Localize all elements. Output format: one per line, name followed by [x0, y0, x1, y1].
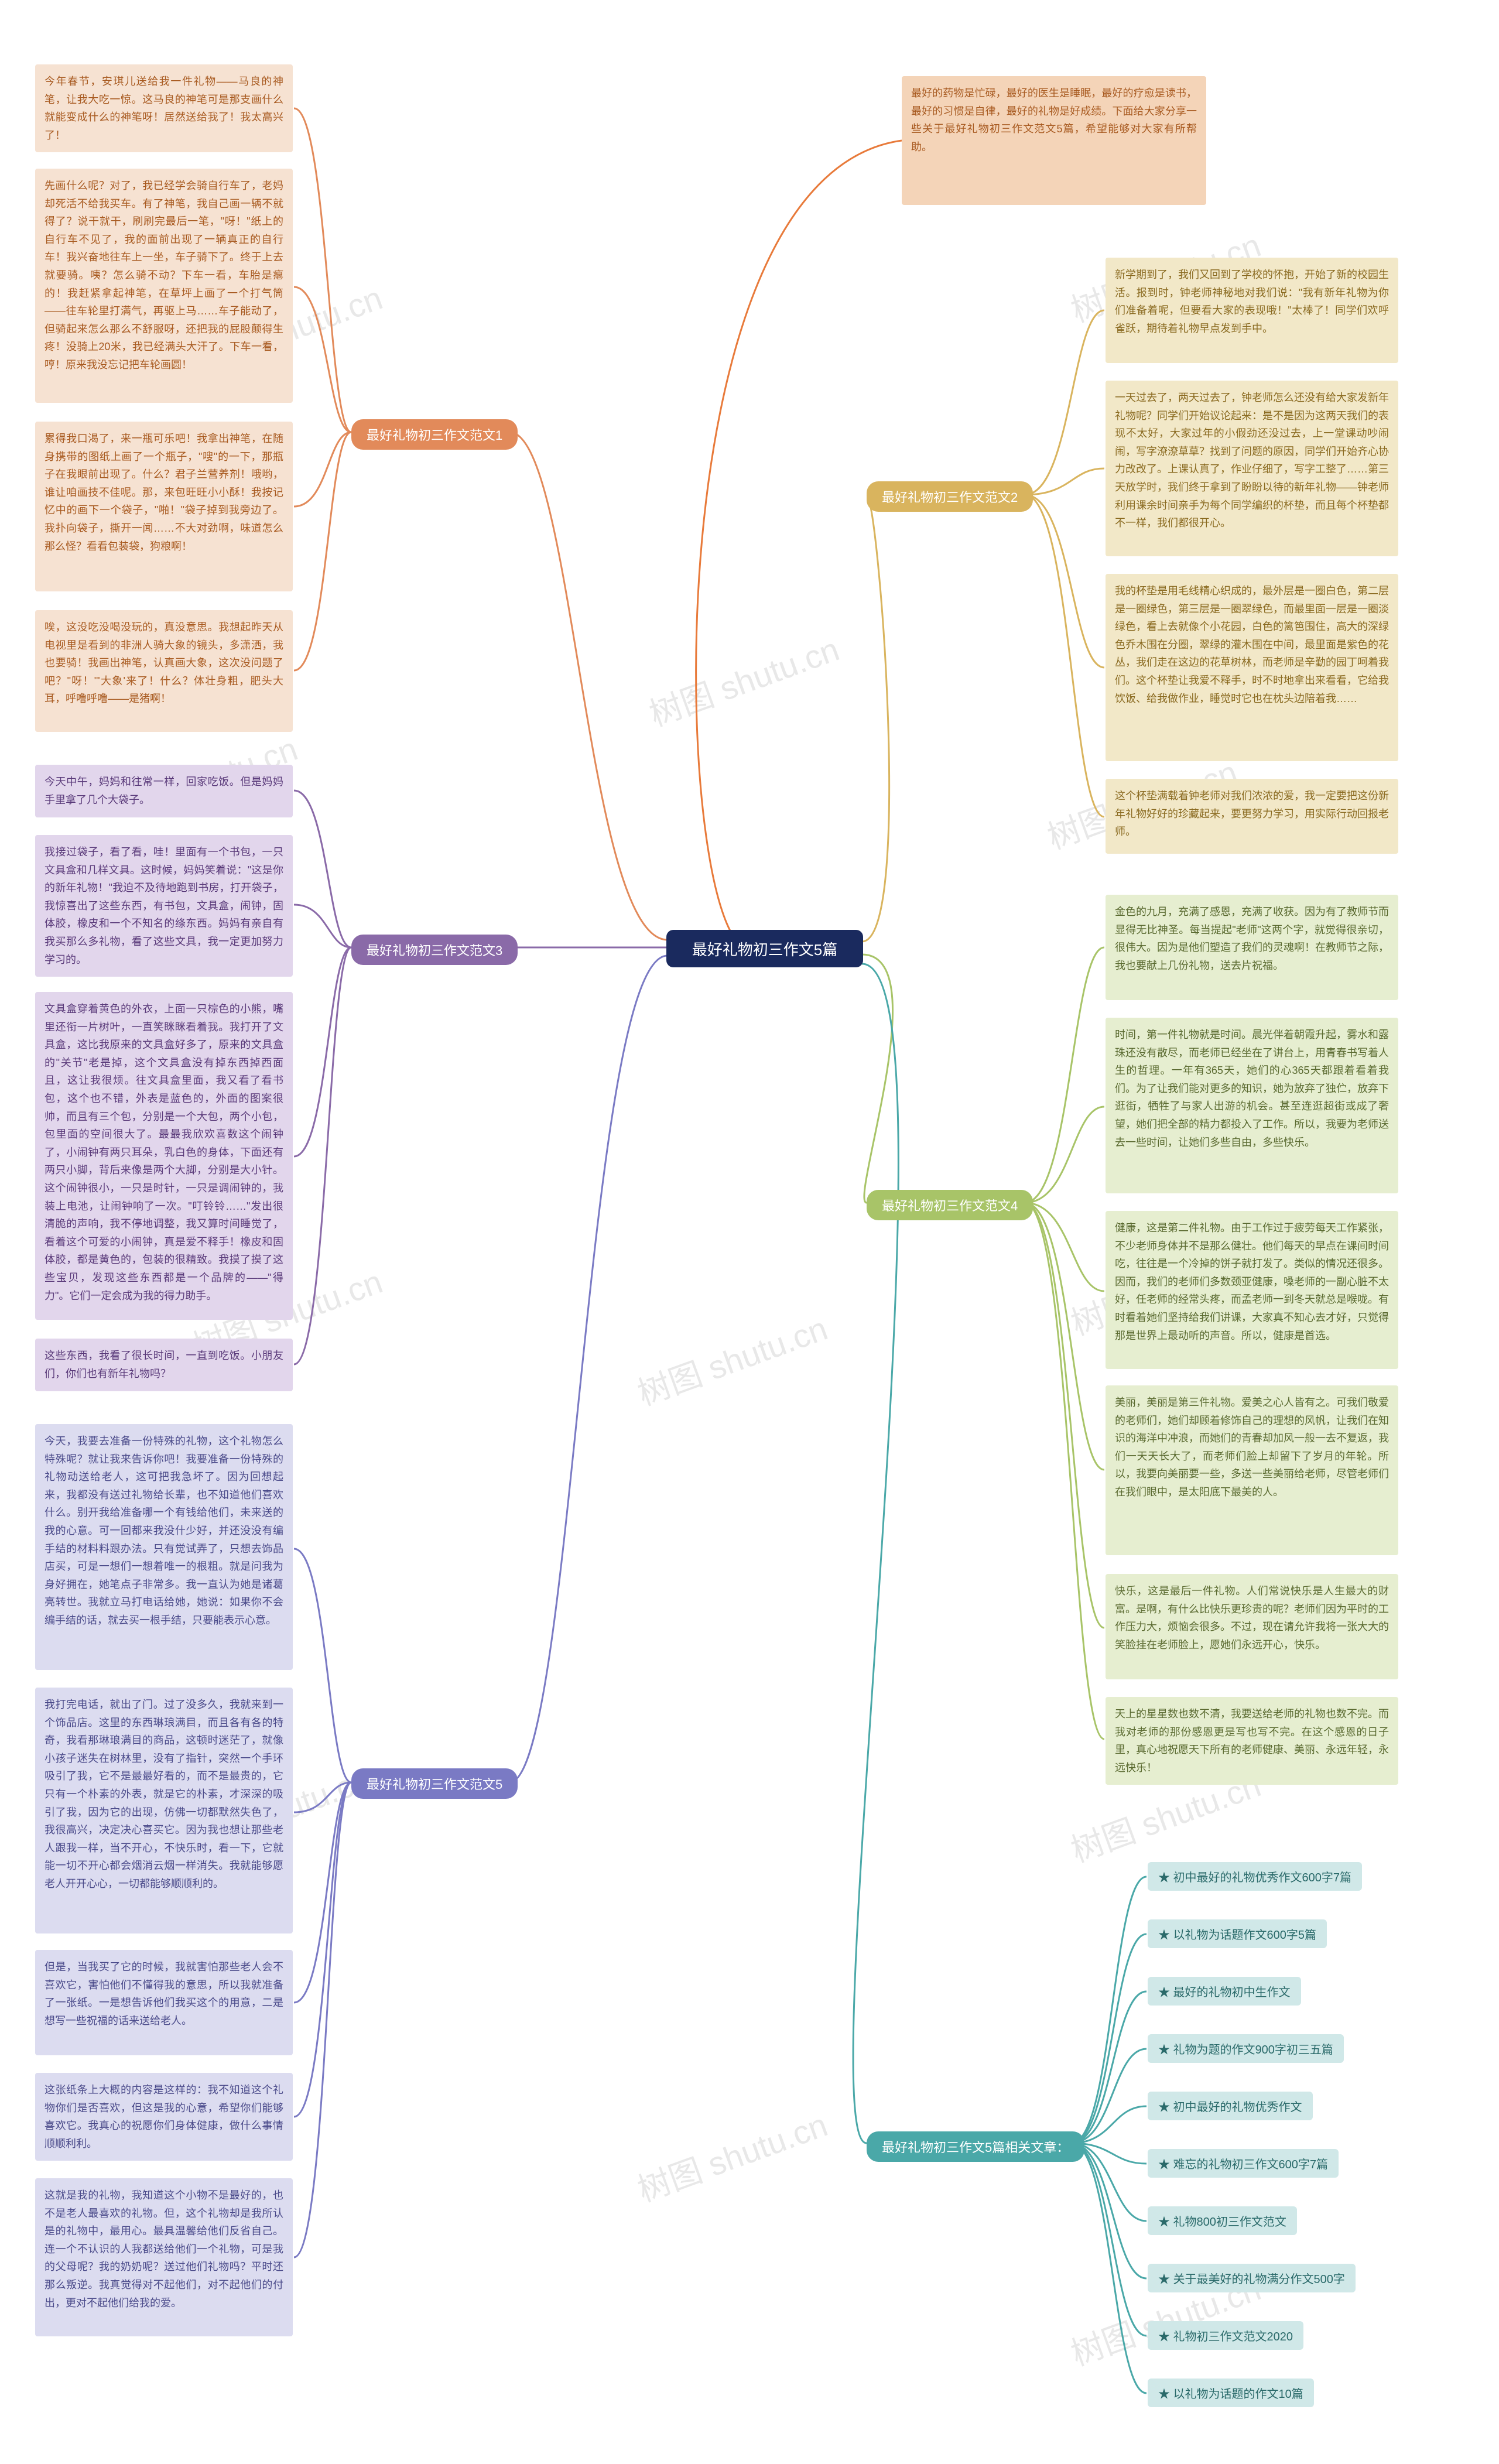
content-box: 累得我口渴了，来一瓶可乐吧！我拿出神笔，在随身携带的图纸上画了一个瓶子，"嗖"的… — [35, 422, 293, 591]
branch-label-b2: 最好礼物初三作文范文2 — [867, 481, 1033, 512]
center-title: 最好礼物初三作文5篇 — [692, 938, 837, 960]
connector — [1025, 1203, 1104, 1628]
content-box: 一天过去了，两天过去了，钟老师怎么还没有给大家发新年礼物呢？同学们开始议论起来：… — [1106, 381, 1398, 556]
content-box: 这就是我的礼物，我知道这个小物不是最好的，也不是老人最喜欢的礼物。但，这个礼物却… — [35, 2178, 293, 2336]
watermark: 树图 shutu.cn — [630, 1302, 833, 1415]
related-link[interactable]: ★ 以礼物为话题的作文10篇 — [1148, 2379, 1314, 2407]
connector — [1025, 1203, 1104, 1470]
content-box: 这张纸条上大概的内容是这样的：我不知道这个礼物你们是否喜欢，但这是我的心意，希望… — [35, 2073, 293, 2161]
related-link[interactable]: ★ 礼物为题的作文900字初三五篇 — [1148, 2034, 1344, 2063]
content-box: 天上的星星数也数不清，我要送给老师的礼物也数不完。而我对老师的那份感恩更是写也写… — [1106, 1697, 1398, 1785]
content-box: 我打完电话，就出了门。过了没多久，我就来到一个饰品店。这里的东西琳琅满目，而且各… — [35, 1688, 293, 1933]
content-box: 金色的九月，充满了感恩，充满了收获。因为有了教师节而显得无比神圣。每当提起"老师… — [1106, 895, 1398, 1000]
connector — [1072, 2049, 1147, 2143]
connector — [1025, 1203, 1104, 1291]
connector — [294, 790, 351, 947]
connector — [1072, 1877, 1147, 2143]
connector — [1025, 468, 1104, 495]
content-box: 最好的药物是忙碌，最好的医生是睡眠，最好的疗愈是读书，最好的习惯是自律，最好的礼… — [902, 76, 1206, 205]
related-link[interactable]: ★ 初中最好的礼物优秀作文 — [1148, 2092, 1313, 2120]
content-box: 快乐，这是最后一件礼物。人们常说快乐是人生最大的财富。是啊，有什么比快乐更珍贵的… — [1106, 1574, 1398, 1679]
related-link[interactable]: ★ 礼物800初三作文范文 — [1148, 2206, 1297, 2235]
connector — [294, 1782, 351, 2117]
connector — [1025, 495, 1104, 817]
connector — [509, 432, 668, 940]
branch-label-b3: 最好礼物初三作文范文3 — [351, 935, 518, 965]
connector — [294, 108, 351, 432]
connector — [1025, 495, 1104, 668]
connector — [294, 1549, 351, 1782]
branch-label-related: 最好礼物初三作文5篇相关文章： — [867, 2131, 1084, 2162]
content-box: 今天，我要去准备一份特殊的礼物，这个礼物怎么特殊呢？就让我来告诉你吧！我要准备一… — [35, 1424, 293, 1670]
connector — [294, 947, 351, 1364]
connector — [1072, 2143, 1147, 2336]
content-box: 这些东西，我看了很长时间，一直到吃饭。小朋友们，你们也有新年礼物吗？ — [35, 1339, 293, 1391]
connector — [1025, 310, 1104, 495]
branch-label-b1: 最好礼物初三作文范文1 — [351, 419, 518, 450]
connector — [1025, 947, 1104, 1203]
watermark: 树图 shutu.cn — [630, 2099, 833, 2211]
content-box: 我的杯垫是用毛线精心织成的，最外层是一圈白色，第二层是一圈绿色，第三层是一圈翠绿… — [1106, 574, 1398, 761]
connector — [862, 495, 889, 942]
connector — [294, 947, 351, 1156]
content-box: 这个杯垫满载着钟老师对我们浓浓的爱，我一定要把这份新年礼物好好的珍藏起来，要更努… — [1106, 779, 1398, 854]
connector — [294, 432, 351, 507]
connector — [294, 1782, 351, 1812]
watermark: 树图 shutu.cn — [642, 623, 845, 735]
content-box: 健康，这是第二件礼物。由于工作过于疲劳每天工作紧张，不少老师身体并不是那么健壮。… — [1106, 1211, 1398, 1369]
content-box: 我接过袋子，看了看，哇！里面有一个书包，一只文具盒和几样文具。这时候，妈妈笑着说… — [35, 835, 293, 977]
connector — [509, 956, 668, 1782]
connector — [1072, 1934, 1147, 2143]
branch-label-b4: 最好礼物初三作文范文4 — [867, 1190, 1033, 1220]
related-link[interactable]: ★ 礼物初三作文范文2020 — [1148, 2321, 1303, 2350]
related-link[interactable]: ★ 初中最好的礼物优秀作文600字7篇 — [1148, 1862, 1362, 1891]
connector — [1072, 2143, 1147, 2278]
connector — [294, 1782, 351, 2003]
connector — [1025, 1107, 1104, 1203]
connector — [1025, 1203, 1104, 1739]
content-box: 文具盒穿着黄色的外衣，上面一只棕色的小熊，嘴里还衔一片树叶，一直笑眯眯看着我。我… — [35, 992, 293, 1320]
connector — [294, 1782, 351, 2257]
connector — [862, 954, 893, 1203]
connector — [853, 964, 898, 2143]
connector — [696, 141, 902, 949]
content-box: 唉，这没吃没喝没玩的，真没意思。我想起昨天从电视里是看到的非洲人骑大象的镜头，多… — [35, 610, 293, 732]
content-box: 今年春节，安琪儿送给我一件礼物——马良的神笔，让我大吃一惊。这马良的神笔可是那支… — [35, 64, 293, 152]
content-box: 今天中午，妈妈和往常一样，回家吃饭。但是妈妈手里拿了几个大袋子。 — [35, 765, 293, 817]
connector — [294, 287, 351, 432]
related-link[interactable]: ★ 以礼物为话题作文600字5篇 — [1148, 1919, 1327, 1948]
content-box: 时间，第一件礼物就是时间。晨光伴着朝霞升起，雾水和露珠还没有散尽，而老师已经坐在… — [1106, 1018, 1398, 1193]
content-box: 美丽，美丽是第三件礼物。爱美之心人皆有之。可我们敬爱的老师们，她们却顾着修饰自己… — [1106, 1385, 1398, 1555]
content-box: 先画什么呢？对了，我已经学会骑自行车了，老妈却死活不给我买车。有了神笔，我自己画… — [35, 169, 293, 403]
related-link[interactable]: ★ 最好的礼物初中生作文 — [1148, 1977, 1301, 2006]
related-link[interactable]: ★ 关于最美好的礼物满分作文500字 — [1148, 2264, 1356, 2292]
connector — [1072, 1991, 1147, 2143]
connector — [294, 432, 351, 670]
branch-label-b5: 最好礼物初三作文范文5 — [351, 1768, 518, 1799]
content-box: 新学期到了，我们又回到了学校的怀抱，开始了新的校园生活。报到时，钟老师神秘地对我… — [1106, 258, 1398, 363]
related-link[interactable]: ★ 难忘的礼物初三作文600字7篇 — [1148, 2149, 1339, 2178]
content-box: 但是，当我买了它的时候，我就害怕那些老人会不喜欢它，害怕他们不懂得我的意思，所以… — [35, 1950, 293, 2055]
connector — [1072, 2143, 1147, 2393]
connector — [294, 905, 351, 947]
center-node: 最好礼物初三作文5篇 — [666, 930, 863, 967]
